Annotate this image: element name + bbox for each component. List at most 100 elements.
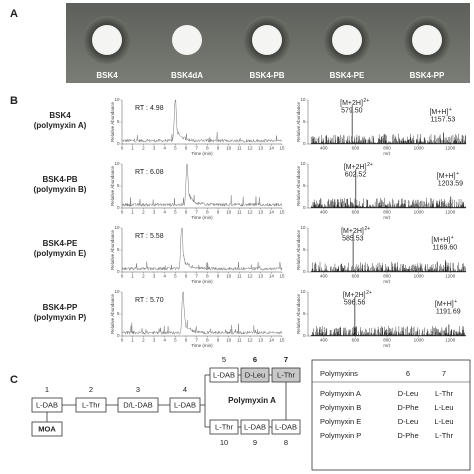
x-axis-title: Time (min) — [191, 151, 213, 156]
compound-name: (polymyxin P) — [34, 313, 87, 322]
y-axis-title: Relative Abundance — [110, 165, 115, 206]
x-tick-label: 0 — [121, 146, 124, 151]
x-tick-label: 5 — [174, 210, 177, 215]
ion-charge: + — [454, 299, 457, 305]
x-tick-label: 8 — [206, 210, 209, 215]
x-tick-label: 10 — [226, 210, 232, 215]
ion-label: [M+H] — [437, 173, 456, 180]
x-tick-label: 13 — [258, 274, 264, 279]
ion-mz: 585.53 — [342, 235, 364, 242]
strain-name: BSK4-PE — [43, 239, 78, 248]
strain-label: BSK4-PP — [410, 71, 445, 80]
residue-number: 8 — [284, 438, 288, 447]
y-tick-label: 5 — [117, 311, 120, 316]
x-tick-label: 1 — [131, 338, 134, 343]
y-tick-label: 10 — [114, 161, 120, 166]
x-tick-label: 0 — [121, 274, 124, 279]
strain-name: BSK4-PP — [43, 303, 78, 312]
x-axis-title: m/z — [383, 279, 391, 284]
paper-disc — [332, 25, 362, 55]
panel-label: B — [10, 95, 18, 107]
residue-number: 4 — [183, 385, 187, 394]
x-tick-label: 3 — [153, 274, 156, 279]
x-tick-label: 6 — [185, 146, 188, 151]
x-tick-label: 5 — [174, 146, 177, 151]
table-cell: Polymyxin A — [320, 389, 361, 398]
x-tick-label: 7 — [195, 274, 198, 279]
residue-label: D/L-DAB — [123, 400, 153, 409]
ion-label: [M+2H] — [341, 228, 364, 235]
rt-label: RT : — [135, 233, 148, 240]
paper-disc — [92, 25, 122, 55]
x-tick-label: 11 — [237, 146, 242, 151]
x-axis-title: Time (min) — [191, 215, 213, 220]
y-tick-label: 0 — [303, 205, 306, 210]
residue-number: 9 — [253, 438, 257, 447]
residue-number: 3 — [136, 385, 140, 394]
table-cell: L-Leu — [434, 403, 453, 412]
x-tick-label: 5 — [174, 274, 177, 279]
y-tick-label: 10 — [114, 225, 120, 230]
residue-number: 2 — [89, 385, 93, 394]
x-tick-label: 8 — [206, 338, 209, 343]
ring-title: Polymyxin A — [228, 396, 276, 405]
y-tick-label: 5 — [303, 311, 306, 316]
x-tick-label: 400 — [320, 338, 328, 343]
table-cell: Polymyxin P — [320, 431, 361, 440]
x-tick-label: 6 — [185, 274, 188, 279]
x-tick-label: 5 — [174, 338, 177, 343]
x-tick-label: 9 — [217, 210, 220, 215]
rt-value: 6.08 — [150, 169, 164, 176]
ion-label: [M+H] — [431, 237, 450, 244]
ion-mz: 602.52 — [345, 171, 367, 178]
residue-label: L-DAB — [244, 422, 266, 431]
residue-number: 5 — [222, 355, 226, 364]
x-tick-label: 1200 — [445, 274, 456, 279]
chromatogram-trace — [121, 163, 283, 208]
ion-label: [M+H] — [429, 109, 448, 116]
strain-label: BSK4 — [96, 71, 118, 80]
y-tick-label: 5 — [117, 183, 120, 188]
table-cell: Polymyxin E — [320, 417, 361, 426]
x-tick-label: 600 — [352, 146, 360, 151]
x-axis-title: m/z — [383, 215, 391, 220]
ion-label: [M+2H] — [344, 164, 367, 171]
y-tick-label: 0 — [117, 269, 120, 274]
x-tick-label: 12 — [247, 274, 253, 279]
rt-label: RT : — [135, 105, 148, 112]
y-tick-label: 10 — [300, 289, 306, 294]
rt-value: 4.98 — [150, 105, 164, 112]
y-tick-label: 0 — [117, 205, 120, 210]
y-tick-label: 10 — [114, 97, 120, 102]
rt-value: 5.58 — [150, 233, 164, 240]
x-tick-label: 7 — [195, 210, 198, 215]
x-tick-label: 1200 — [445, 146, 456, 151]
y-tick-label: 10 — [300, 225, 306, 230]
strain-name: BSK4-PB — [42, 175, 77, 184]
residue-number: 7 — [284, 355, 288, 364]
x-tick-label: 6 — [185, 210, 188, 215]
compound-name: (polymyxin A) — [34, 121, 87, 130]
x-tick-label: 11 — [237, 274, 242, 279]
ion-charge: 2+ — [363, 98, 369, 104]
x-tick-label: 7 — [195, 338, 198, 343]
x-tick-label: 4 — [163, 338, 166, 343]
x-tick-label: 2 — [142, 146, 145, 151]
x-tick-label: 1000 — [414, 274, 425, 279]
residue-number: 6 — [253, 355, 257, 364]
x-tick-label: 10 — [226, 274, 232, 279]
x-tick-label: 3 — [153, 338, 156, 343]
chromatogram-trace — [121, 227, 283, 271]
x-tick-label: 15 — [279, 210, 285, 215]
y-axis-title: Relative Abundance — [110, 293, 115, 334]
paper-disc — [252, 25, 282, 55]
x-tick-label: 3 — [153, 146, 156, 151]
y-axis-title: Relative Abundance — [296, 165, 301, 206]
x-tick-label: 1 — [131, 274, 134, 279]
y-tick-label: 5 — [303, 247, 306, 252]
y-tick-label: 10 — [114, 289, 120, 294]
table-cell: L-Leu — [434, 417, 453, 426]
x-tick-label: 2 — [142, 210, 145, 215]
ion-mz: 1203.59 — [438, 180, 463, 187]
